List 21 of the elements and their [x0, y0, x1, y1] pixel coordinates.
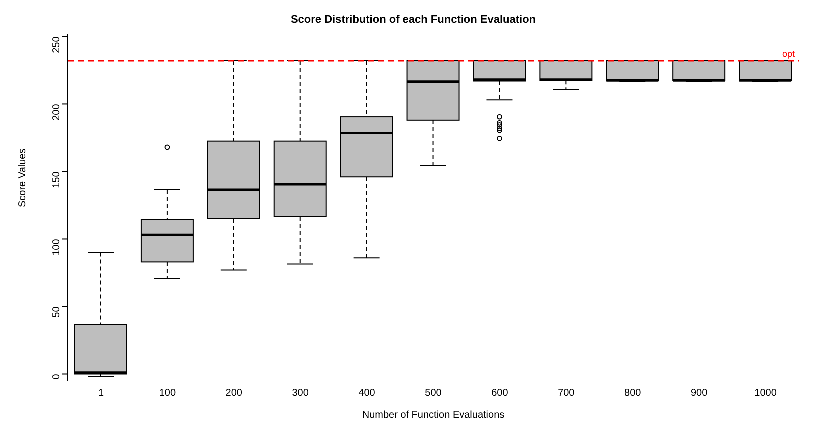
y-axis-title: Score Values: [18, 148, 29, 208]
x-tick-label: 500: [425, 388, 442, 400]
x-tick-label: 1000: [754, 388, 778, 400]
ref-line-label: opt: [782, 49, 796, 60]
y-tick-label: 150: [52, 171, 63, 188]
x-tick-label: 800: [624, 388, 642, 400]
y-tick-label: 100: [52, 238, 63, 256]
y-tick-label: 50: [52, 306, 63, 318]
chart-title: Score Distribution of each Function Evaluation: [290, 13, 538, 26]
x-tick-label: 700: [558, 388, 576, 400]
x-tick-label: 100: [159, 388, 176, 400]
x-tick-label: 400: [358, 388, 376, 400]
y-tick-label: 250: [52, 36, 63, 54]
x-tick-label: 1: [98, 388, 104, 400]
x-tick-label: 600: [492, 388, 509, 400]
x-axis-title: Number of Function Evaluations: [362, 410, 505, 422]
y-tick-label: 200: [52, 104, 63, 121]
x-tick-label: 900: [690, 388, 708, 400]
x-tick-label: 300: [292, 388, 310, 400]
y-tick-label: 0: [52, 374, 63, 380]
x-tick-label: 200: [226, 388, 243, 400]
